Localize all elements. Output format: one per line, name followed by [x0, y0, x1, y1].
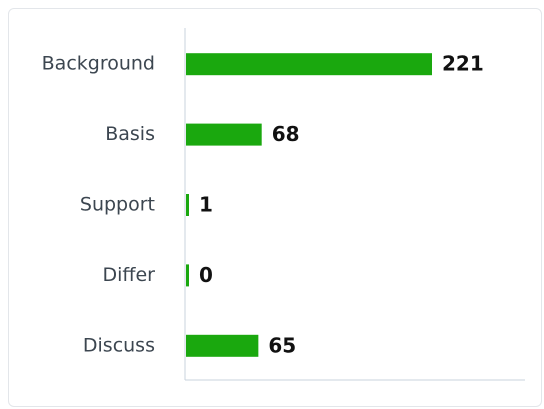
bar: [186, 53, 432, 76]
y-tick-label: Differ: [102, 264, 155, 286]
value-label: 65: [268, 333, 296, 357]
y-tick-label: Basis: [105, 123, 155, 145]
bar: [186, 194, 189, 216]
y-tick-label: Support: [80, 194, 155, 216]
bar: [186, 334, 259, 357]
bar: [186, 264, 189, 287]
value-label: 221: [442, 52, 484, 76]
value-label: 0: [199, 263, 213, 287]
y-tick-label: Background: [42, 53, 155, 75]
value-label: 1: [199, 193, 213, 217]
value-label: 68: [272, 122, 300, 146]
y-tick-label: Discuss: [83, 334, 155, 356]
bar: [186, 123, 262, 146]
